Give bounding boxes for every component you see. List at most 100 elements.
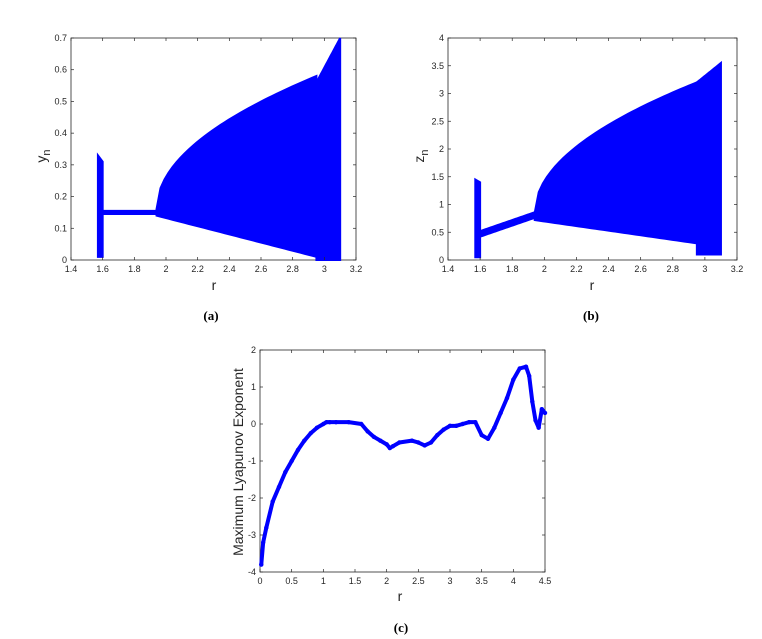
x-tick-label: 1.6 xyxy=(474,264,487,274)
lyapunov-point xyxy=(539,407,545,412)
x-tick-label: 1.4 xyxy=(442,264,455,274)
x-tick-label: 2.8 xyxy=(667,264,680,274)
lyapunov-point xyxy=(346,419,351,425)
lyapunov-point xyxy=(504,395,510,401)
y-tick-label: 2 xyxy=(251,345,256,355)
x-tick-label: 2.2 xyxy=(191,264,204,274)
x-tick-label: 3 xyxy=(322,264,327,274)
x-tick-label: 3.2 xyxy=(350,264,363,274)
panel-a-y-ticks: 0 0.1 0.2 0.3 0.4 0.5 0.6 0.7 xyxy=(54,33,356,265)
x-tick-label: 2.8 xyxy=(286,264,299,274)
x-tick-label: 2.4 xyxy=(223,264,236,274)
lyapunov-point xyxy=(517,366,522,371)
lyapunov-point xyxy=(359,421,364,427)
panel-c-marks xyxy=(259,364,548,567)
x-tick-label: 4 xyxy=(511,576,516,586)
panel-a-label: (a) xyxy=(203,308,218,323)
lyapunov-point xyxy=(536,425,541,430)
lyapunov-point xyxy=(270,499,275,504)
lyapunov-point xyxy=(302,438,307,443)
y-tick-label: 3.5 xyxy=(431,61,444,71)
x-tick-label: 2.6 xyxy=(634,264,647,274)
y-tick-label: 0 xyxy=(62,255,67,265)
y-tick-label: 1 xyxy=(251,382,256,392)
lyapunov-point xyxy=(479,432,484,438)
lyapunov-point xyxy=(542,410,548,416)
lyapunov-point xyxy=(314,425,320,430)
bifurcation-band xyxy=(101,209,158,216)
x-tick-label: 2 xyxy=(542,264,547,274)
lyapunov-point xyxy=(365,429,370,434)
y-tick-label: 2 xyxy=(439,144,444,154)
y-tick-label: 3 xyxy=(439,89,444,99)
x-tick-label: 2.2 xyxy=(570,264,583,274)
panel-c-ylabel: Maximum Lyapunov Exponent xyxy=(230,368,246,556)
panel-a-ylabel: yn xyxy=(33,149,53,162)
lyapunov-point xyxy=(460,421,465,427)
x-tick-label: 3 xyxy=(447,576,452,586)
y-tick-label: 2.5 xyxy=(431,116,444,126)
x-tick-label: 3.2 xyxy=(731,264,744,274)
y-tick-label: 0.7 xyxy=(54,33,67,43)
lyapunov-point xyxy=(454,423,459,429)
panel-c-xlabel: r xyxy=(398,588,403,604)
lyapunov-point xyxy=(308,431,313,436)
x-tick-label: 4.5 xyxy=(539,576,552,586)
x-tick-label: 0.5 xyxy=(285,576,298,586)
lyapunov-point xyxy=(283,469,288,475)
panel-c-label: (c) xyxy=(394,620,408,635)
y-tick-label: 0.1 xyxy=(54,223,67,233)
bifurcation-band xyxy=(315,37,342,261)
panel-a-xlabel: r xyxy=(212,277,217,293)
lyapunov-point xyxy=(397,440,402,445)
lyapunov-point xyxy=(441,427,446,432)
lyapunov-point xyxy=(422,443,427,448)
panel-a-marks xyxy=(96,37,342,261)
lyapunov-point xyxy=(276,484,282,490)
lyapunov-point xyxy=(264,525,269,530)
y-tick-label: -3 xyxy=(248,530,256,540)
lyapunov-point xyxy=(384,442,389,447)
lyapunov-point xyxy=(390,444,396,449)
y-tick-label: 0.6 xyxy=(54,65,67,75)
y-tick-label: -4 xyxy=(248,567,256,577)
x-tick-label: 3 xyxy=(702,264,707,274)
lyapunov-point xyxy=(416,440,421,445)
x-tick-label: 1.5 xyxy=(349,576,362,586)
panel-c-y-ticks: -4 -3 -2 -1 0 1 2 xyxy=(248,345,545,577)
lyapunov-point xyxy=(378,438,383,443)
y-tick-label: 0.3 xyxy=(54,160,67,170)
panel-b-ylabel: zn xyxy=(411,149,431,162)
y-tick-label: 0.4 xyxy=(54,128,67,138)
x-tick-label: 1.8 xyxy=(506,264,519,274)
panel-a-x-ticks: 1.4 1.6 1.8 2 2.2 2.4 2.6 2.8 3 3.2 xyxy=(65,38,363,274)
x-tick-label: 2.4 xyxy=(602,264,615,274)
panel-c-x-ticks: 0 0.5 1 1.5 2 2.5 3 3.5 4 4.5 xyxy=(257,350,551,586)
panel-c: 0 0.5 1 1.5 2 2.5 3 3.5 4 4.5 -4 -3 -2 -1 0 1 2 r Maxim… xyxy=(230,345,551,635)
panel-a-frame xyxy=(70,37,357,261)
x-tick-label: 1.4 xyxy=(65,264,78,274)
y-tick-label: -1 xyxy=(248,456,256,466)
lyapunov-point xyxy=(523,364,529,369)
lyapunov-point xyxy=(324,419,329,425)
x-tick-label: 2 xyxy=(384,576,389,586)
x-tick-label: 2 xyxy=(163,264,168,274)
lyapunov-point xyxy=(327,419,332,425)
x-tick-label: 0 xyxy=(257,576,262,586)
lyapunov-point xyxy=(333,419,339,425)
lyapunov-point xyxy=(428,440,434,445)
x-tick-label: 1.6 xyxy=(96,264,109,274)
lyapunov-point xyxy=(511,377,516,382)
bifurcation-band xyxy=(533,80,698,245)
y-tick-label: 0 xyxy=(251,419,256,429)
bifurcation-band xyxy=(479,210,536,239)
lyapunov-point xyxy=(533,418,538,423)
panel-c-frame xyxy=(259,349,546,573)
panel-a: 1.4 1.6 1.8 2 2.2 2.4 2.6 2.8 3 3.2 0 0.1 0.2 0.3 0.4… xyxy=(33,33,362,323)
lyapunov-point xyxy=(409,438,415,443)
lyapunov-point xyxy=(492,425,497,430)
panel-b-marks xyxy=(474,60,722,259)
x-tick-label: 2.5 xyxy=(412,576,425,586)
lyapunov-point xyxy=(295,447,301,453)
